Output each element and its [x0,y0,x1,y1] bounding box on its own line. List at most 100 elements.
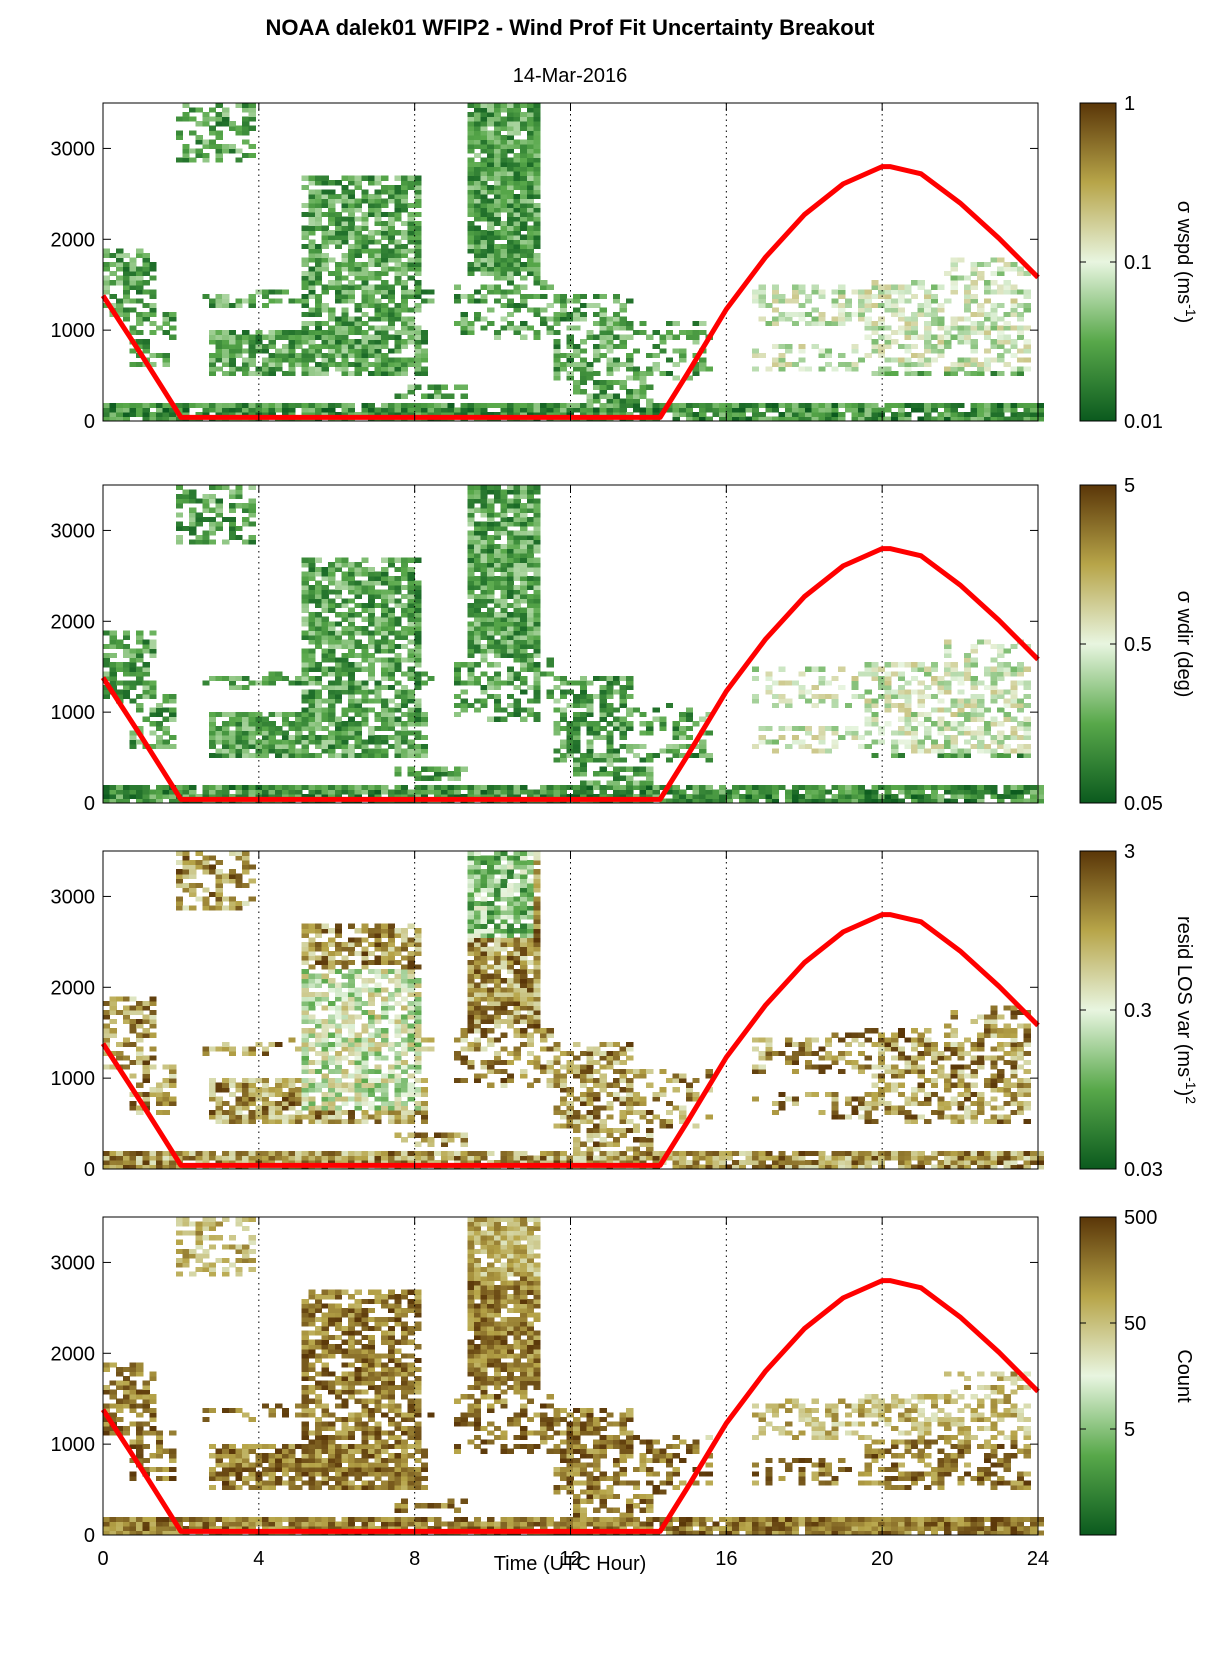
heatmap-cell [520,166,528,172]
heatmap-cell [798,793,806,799]
heatmap-cell [553,357,561,363]
heatmap-cell [586,375,594,381]
heatmap-cell [301,371,309,377]
heatmap-cell [500,603,508,609]
heatmap-cell [699,784,707,790]
heatmap-cell [348,243,356,249]
heatmap-cell [500,707,508,713]
heatmap-cell [1023,271,1031,277]
heatmap-cell [149,321,157,327]
heatmap-cell [619,402,627,408]
heatmap-cell [467,625,475,631]
heatmap-cell [295,339,303,345]
heatmap-cell [513,202,521,208]
heatmap-cell [599,321,607,327]
heatmap-cell [692,721,700,727]
heatmap-cell [122,793,131,799]
heatmap-cell [606,734,614,740]
heatmap-cell [487,521,495,527]
heatmap-cell [467,675,475,681]
heatmap-cell [314,789,323,795]
heatmap-cell [394,393,402,399]
heatmap-cell [467,703,475,709]
heatmap-cell [818,321,826,327]
heatmap-cell [228,503,236,509]
heatmap-cell [467,516,475,522]
heatmap-cell [354,753,362,759]
heatmap-cell [831,703,839,709]
heatmap-cell [341,712,349,718]
heatmap-cell [493,139,501,145]
heatmap-cell [222,739,230,745]
heatmap-cell [215,293,223,299]
heatmap-cell [288,348,296,354]
heatmap-cell [248,498,256,504]
heatmap-cell [473,607,482,613]
heatmap-cell [367,675,376,681]
heatmap-cell [487,107,495,113]
heatmap-cell [540,402,548,408]
heatmap-cell [838,784,846,790]
heatmap-cell [904,721,912,727]
heatmap-cell [354,216,362,222]
heatmap-cell [367,198,376,204]
heatmap-cell [904,698,912,704]
heatmap-cell [222,107,230,113]
heatmap-cell [1023,307,1031,313]
heatmap-cell [367,207,376,213]
heatmap-cell [467,293,475,299]
heatmap-cell [242,407,250,413]
heatmap-cell [487,607,495,613]
heatmap-cell [394,207,402,213]
heatmap-cell [500,121,508,127]
heatmap-cell [513,548,521,554]
heatmap-cell [354,366,362,372]
heatmap-cell [752,407,760,413]
heatmap-cell [513,248,521,254]
heatmap-cell [407,621,415,627]
heatmap-cell [467,639,475,645]
heatmap-cell [473,648,482,654]
heatmap-cell [387,644,395,650]
heatmap-cell [944,666,952,672]
heatmap-cell [281,411,289,417]
heatmap-cell [838,361,846,367]
heatmap-cell [924,334,932,340]
heatmap-cell [348,648,356,654]
heatmap-cell [328,221,336,227]
heatmap-cell [950,371,958,377]
heatmap-cell [526,594,535,600]
heatmap-cell [805,411,813,417]
heatmap-cell [520,512,528,518]
heatmap-cell [831,739,839,745]
heatmap-cell [381,753,389,759]
heatmap-cell [420,716,429,722]
heatmap-cell [1023,343,1031,349]
heatmap-cell [619,302,627,308]
heatmap-cell [374,625,382,631]
heatmap-cell [367,348,376,354]
heatmap-cell [606,793,614,799]
heatmap-cell [367,753,376,759]
heatmap-cell [864,416,872,422]
heatmap-cell [434,411,442,417]
heatmap-cell [295,402,303,408]
colorbar-tick-label: 0.01 [1124,411,1163,433]
heatmap-cell [480,262,488,268]
heatmap-cell [566,339,574,345]
heatmap-cell [261,784,270,790]
heatmap-cell [242,339,250,345]
heatmap-cell [268,743,276,749]
heatmap-cell [308,562,316,568]
heatmap-cell [301,280,309,286]
heatmap-cell [136,316,144,322]
heatmap-cell [480,557,488,563]
heatmap-cell [692,793,700,799]
heatmap-cell [520,525,528,531]
heatmap-cell [871,793,879,799]
heatmap-cell [321,707,329,713]
heatmap-cell [129,653,137,659]
heatmap-cell [507,112,515,118]
heatmap-cell [1003,407,1011,413]
